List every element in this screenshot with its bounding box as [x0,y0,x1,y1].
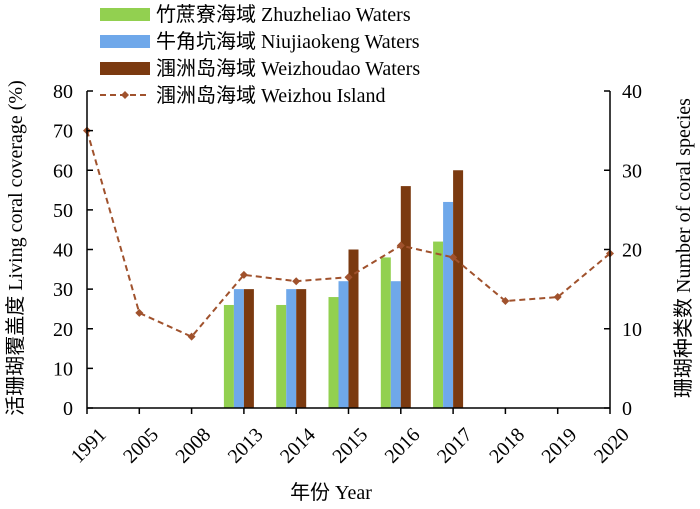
bar [338,281,349,408]
y-tick-label-left: 80 [53,81,73,103]
x-tick-label: 2018 [485,424,529,468]
y-tick-label-right: 20 [622,240,642,262]
y-tick-label-left: 20 [53,319,73,341]
x-tick-label: 2008 [171,424,215,468]
x-tick-label: 2019 [538,424,582,468]
y-tick-label-right: 40 [622,81,642,103]
series-point [292,277,301,286]
bars-layer [223,170,464,408]
legend-swatch [100,62,150,75]
series-point [449,253,458,262]
bar [296,289,307,408]
series-point [344,273,353,282]
bar [433,241,444,408]
legend-label: 涠洲岛海域 Weizhoudao Waters [156,57,420,80]
series-point [396,241,405,250]
series-point [187,332,196,341]
bar [233,289,244,408]
x-tick-label: 2005 [119,424,163,468]
bar [390,281,401,408]
y-tick-label-left: 10 [53,358,73,380]
x-axis-title: 年份 Year [290,481,372,504]
x-tick-label: 2013 [224,424,268,468]
series-point [553,293,562,302]
bar [223,304,234,408]
y-tick-label-left: 30 [53,279,73,301]
bar [348,249,359,408]
bar [286,289,297,408]
y-axis-title-right: 珊瑚种类数 Number of coral species [672,98,695,398]
y-tick-label-right: 10 [622,319,642,341]
x-tick-label: 2020 [590,424,634,468]
legend-swatch [100,35,150,48]
bar [243,289,254,408]
bar [400,186,411,408]
series-point [135,308,144,317]
legend: 竹蔗寮海域 Zhuzheliao Waters 牛角坑海域 Niujiaokeng… [100,3,420,107]
legend-label: 涠洲岛海域 Weizhou Island [156,84,385,107]
legend-label: 竹蔗寮海域 Zhuzheliao Waters [156,3,411,26]
legend-label: 牛角坑海域 Niujiaokeng Waters [156,30,420,53]
legend-swatch [100,8,150,21]
bar [443,201,454,408]
x-tick-label: 2017 [433,424,477,468]
x-tick-label: 2014 [276,424,320,468]
y-tick-label-right: 0 [622,398,632,420]
y-tick-label-left: 40 [53,240,73,262]
y-axis-title-left: 活珊瑚覆盖度 Living coral coverage (%) [4,80,27,415]
bar [276,304,287,408]
x-tick-label: 2015 [328,424,372,468]
bar [328,297,339,408]
y-tick-label-left: 70 [53,121,73,143]
x-tick-label: 2016 [381,424,425,468]
y-tick-label-left: 0 [63,398,73,420]
series-point [239,270,248,279]
bar [453,170,464,408]
series-point [501,297,510,306]
y-tick-label-left: 50 [53,200,73,222]
bar [380,257,391,408]
legend-marker [121,91,129,99]
y-tick-label-right: 30 [622,160,642,182]
x-tick-label: 1991 [67,424,111,468]
y-tick-label-left: 60 [53,160,73,182]
